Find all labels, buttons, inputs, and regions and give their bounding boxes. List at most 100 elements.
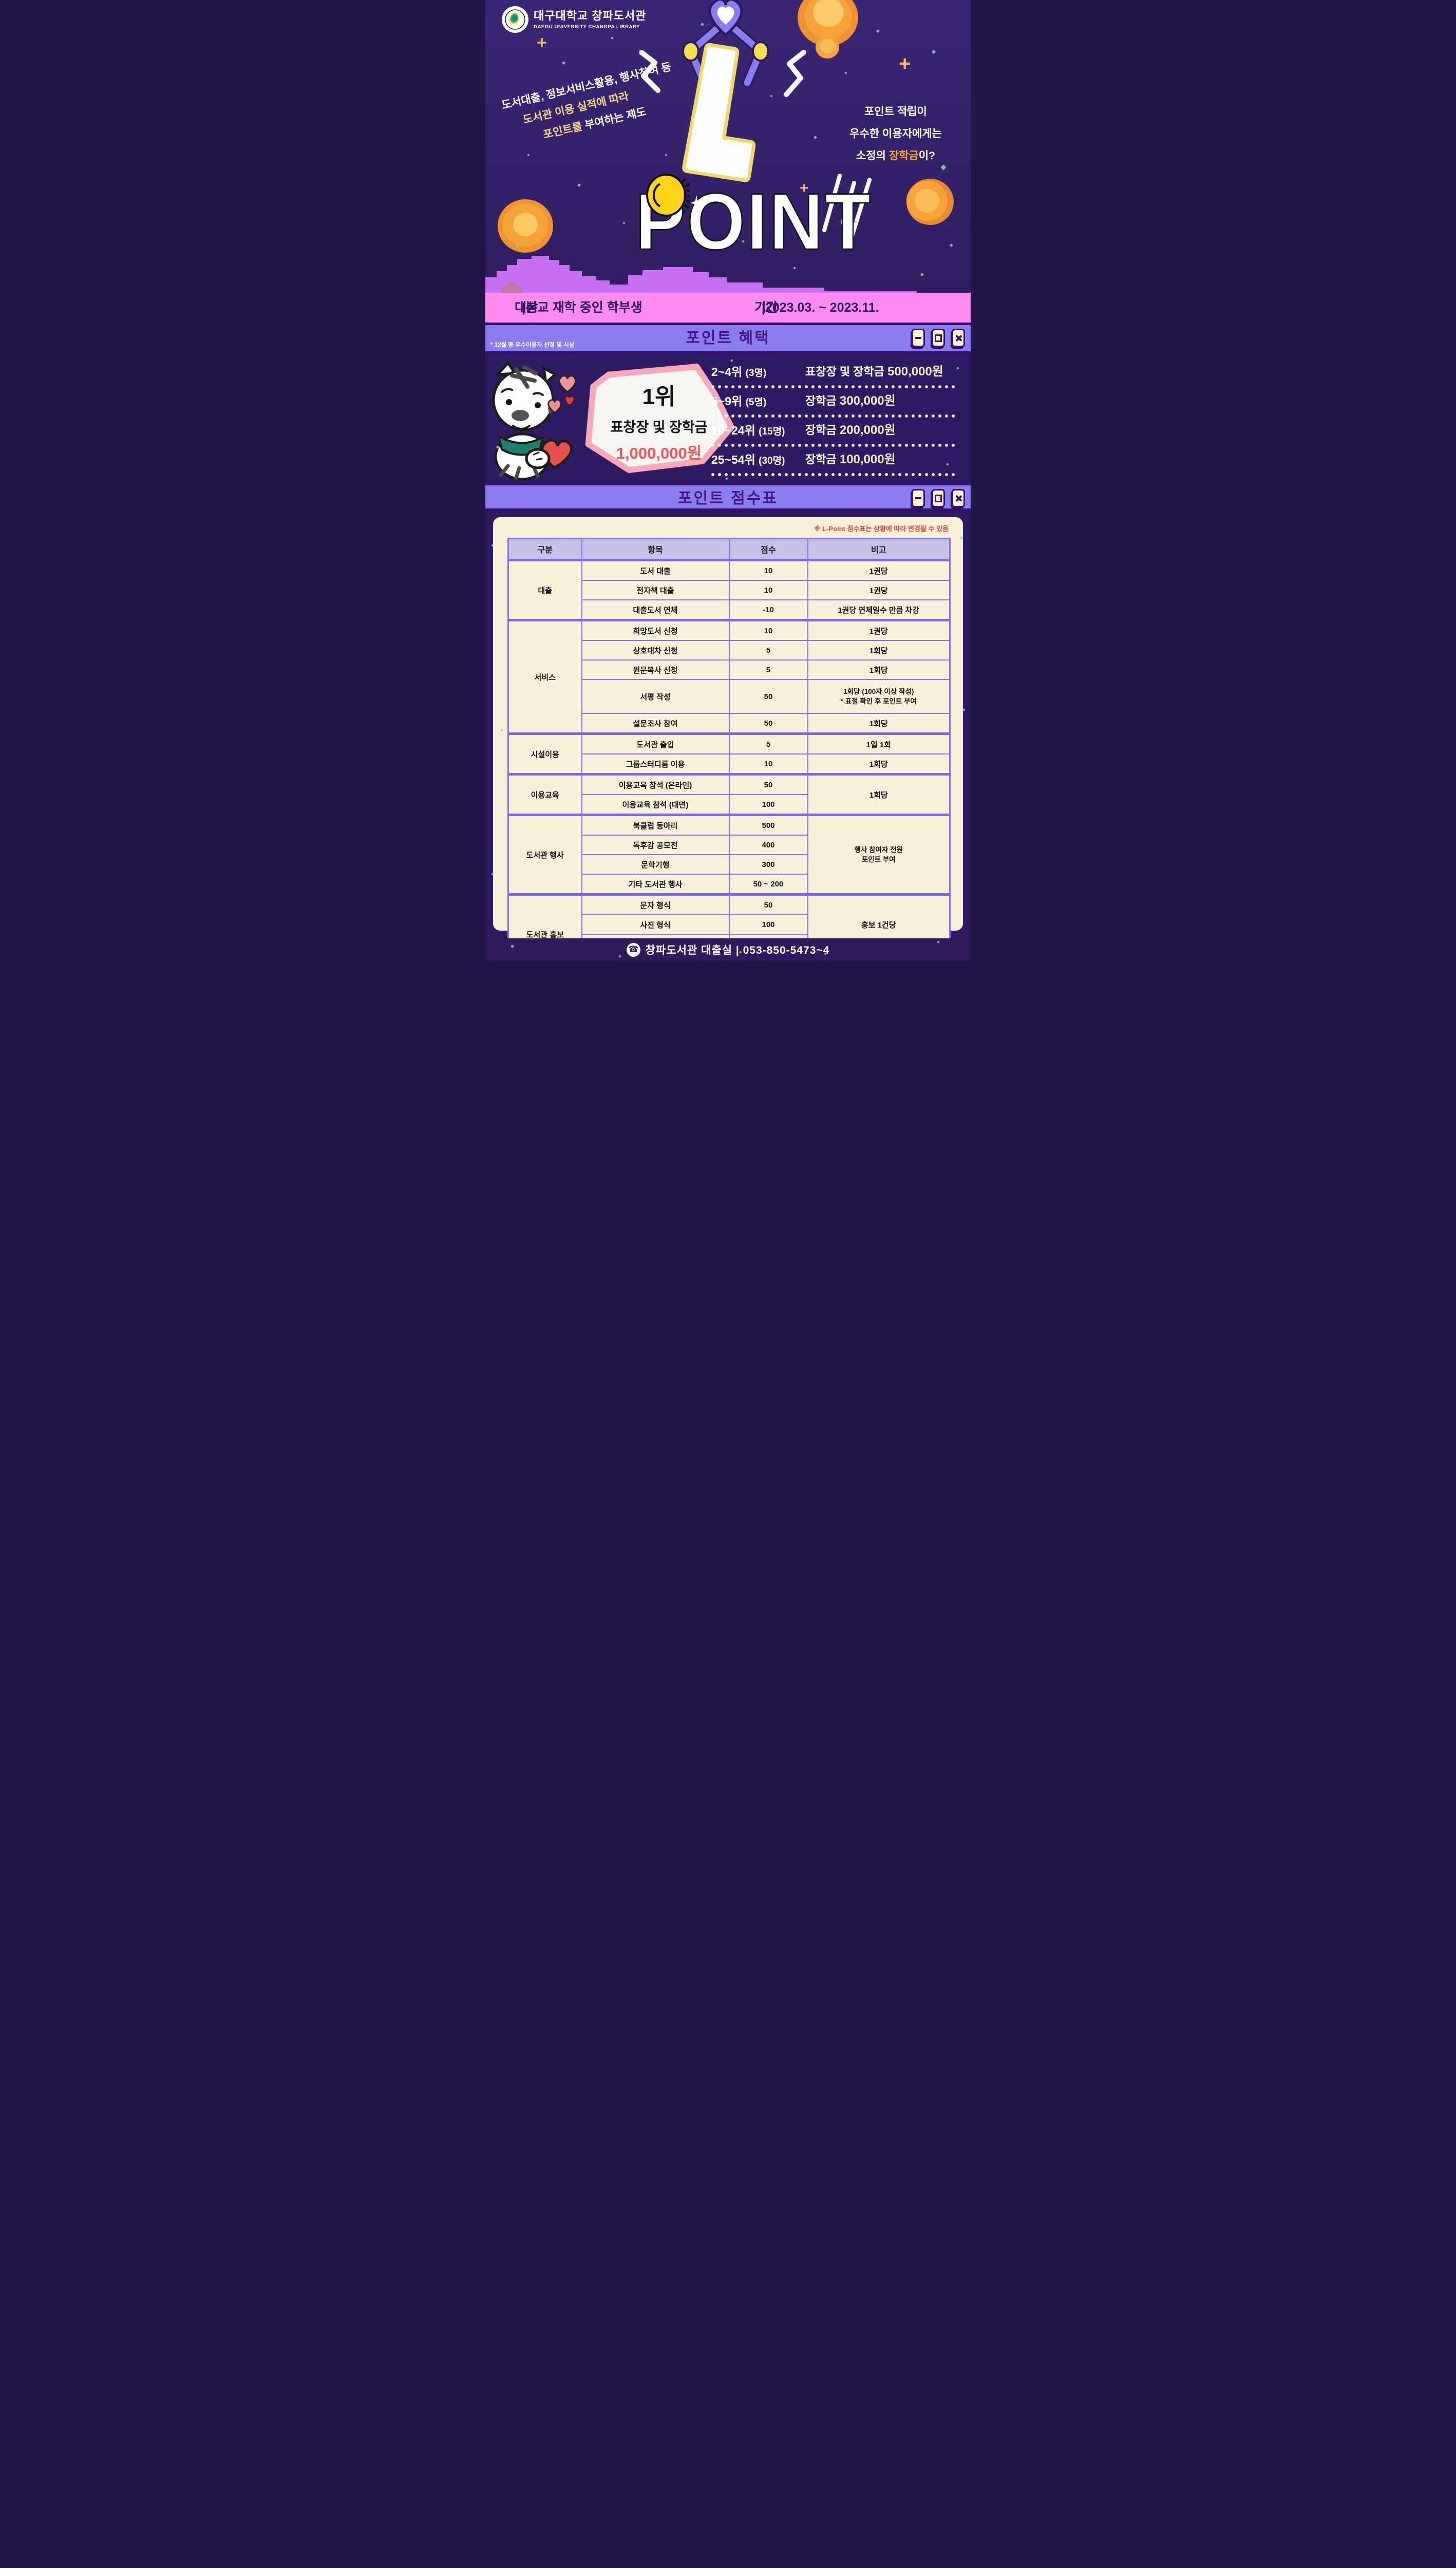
library-logo: 대구대학교 창파도서관 DAEGU UNIVERSITY CHANGPA LIB… bbox=[502, 6, 647, 33]
benefit-title: 포인트 혜택 bbox=[686, 330, 770, 347]
score-cell: 5 bbox=[728, 659, 808, 680]
group-cell: 서비스 bbox=[507, 619, 582, 734]
maximize-icon bbox=[935, 494, 942, 502]
item-cell: 전자책 대출 bbox=[581, 580, 730, 600]
item-cell: 그룹스터디룸 이용 bbox=[581, 753, 730, 775]
prize-count: (15명) bbox=[759, 426, 785, 437]
score-cell: 300 bbox=[728, 854, 808, 875]
close-button[interactable] bbox=[952, 489, 965, 507]
remark-cell: 1회당 bbox=[807, 773, 951, 816]
table-row: 상호대차 신청 5 1회당 bbox=[508, 640, 951, 660]
remark-cell: 1권당 bbox=[807, 559, 951, 581]
remark-cell: 1회당 bbox=[807, 659, 951, 680]
group-cell: 도서관 행사 bbox=[507, 814, 582, 895]
minimize-button[interactable] bbox=[912, 329, 925, 347]
minimize-icon bbox=[915, 337, 921, 339]
score-cell: 10 bbox=[728, 559, 808, 581]
table-row: 시설이용 도서관 출입 5 1일 1회 bbox=[507, 732, 951, 775]
item-cell: 사진 형식 bbox=[581, 914, 730, 935]
prize-rank: 5~9위 (5명) bbox=[711, 394, 767, 408]
bubble-shape bbox=[585, 364, 735, 474]
logo-subtitle: DAEGU UNIVERSITY CHANGPA LIBRARY bbox=[534, 24, 640, 30]
prize-row: 10~24위 (15명) 장학금 200,000원 bbox=[711, 418, 957, 447]
divider bbox=[485, 508, 971, 511]
close-icon bbox=[955, 495, 962, 502]
prize-count: (30명) bbox=[759, 456, 785, 466]
teaser-line2: 우수한 이용자에게는 bbox=[849, 128, 942, 140]
prize-row: 25~54위 (30명) 장학금 100,000원 bbox=[711, 447, 957, 476]
benefit-section: 1위 표창장 및 장학금 1,000,000원 2~4위 (3명) 표창장 및 장… bbox=[485, 354, 971, 483]
period-info: 기간 | 2023.03. ~ 2023.11. bbox=[754, 300, 879, 315]
prize-value: 장학금 100,000원 bbox=[805, 452, 896, 466]
prize-list: 2~4위 (3명) 표창장 및 장학금 500,000원 5~9위 (5명) 장학금 … bbox=[711, 359, 957, 476]
item-cell: 도서 대출 bbox=[581, 559, 730, 581]
maximize-button[interactable] bbox=[932, 329, 945, 347]
table-row: 이용교육 참석 (대면) 100 bbox=[508, 794, 950, 816]
window-controls bbox=[912, 489, 965, 507]
group-cell: 이용교육 bbox=[507, 773, 582, 816]
table-row: 대출 도서 대출 10 1권당 bbox=[507, 559, 951, 621]
teaser-text: 포인트 적립이 우수한 이용자에게는 소정의 장학금이? bbox=[839, 101, 953, 167]
minimize-button[interactable] bbox=[912, 489, 925, 507]
score-cell: 5 bbox=[728, 732, 808, 754]
item-cell: 독후감 공모전 bbox=[581, 835, 730, 855]
column-header: 비고 bbox=[807, 538, 951, 561]
dotted-divider bbox=[711, 414, 957, 418]
teaser-line3: 소정의 장학금이? bbox=[839, 145, 953, 167]
pixel-mountains bbox=[485, 256, 940, 294]
hero-section: 대구대학교 창파도서관 DAEGU UNIVERSITY CHANGPA LIB… bbox=[485, 0, 971, 294]
group-cell: 시설이용 bbox=[507, 732, 582, 775]
close-button[interactable] bbox=[952, 329, 965, 347]
column-header: 구분 bbox=[507, 538, 582, 561]
teaser-line3-post: 이? bbox=[918, 150, 935, 162]
speed-lines-icon bbox=[822, 174, 872, 238]
item-cell: 원문복사 신청 bbox=[581, 659, 730, 680]
item-cell: 기타 도서관 행사 bbox=[581, 874, 730, 895]
info-bar: 대상 | 본교 재학 중인 학부생 기간 | 2023.03. ~ 2023.1… bbox=[485, 293, 971, 323]
score-section: ※ L-Point 점수표는 상황에 따라 변경될 수 있음 구분 항목 점수 비고 … bbox=[485, 511, 971, 961]
prize-value: 표창장 및 장학금 500,000원 bbox=[805, 365, 943, 379]
coin-icon bbox=[816, 36, 839, 59]
table-row: 이용교육 이용교육 참석 (온라인) 50 1회당 bbox=[507, 773, 951, 816]
teaser-line3-accent: 장학금 bbox=[888, 150, 919, 162]
remark-cell: 1회당 bbox=[807, 640, 951, 660]
first-prize: 표창장 및 장학금 bbox=[610, 419, 708, 435]
benefit-header: 포인트 혜택 * 12월 중 우수이용자 선정 및 시상 bbox=[485, 325, 971, 351]
heart-icon bbox=[558, 374, 577, 393]
dotted-divider bbox=[711, 444, 957, 447]
remark-cell: 행사 참여자 전원 포인트 부여 bbox=[807, 814, 951, 895]
prize-amount: 300,000원 bbox=[839, 394, 896, 408]
footer: ☎ 창파도서관 대출실 | 053-850-5473~4 bbox=[485, 938, 971, 961]
score-cell: 50 bbox=[728, 893, 808, 915]
first-amount: 1,000,000원 bbox=[616, 444, 702, 462]
table-row: 서비스 희망도서 신청 10 1권당 bbox=[507, 619, 951, 734]
remark-cell: 1권당 bbox=[807, 580, 951, 600]
item-cell: 이용교육 참석 (대면) bbox=[581, 794, 730, 816]
table-row: 설문조사 참여 50 1회당 bbox=[508, 713, 951, 734]
score-cell: 10 bbox=[728, 580, 808, 600]
prize-row: 5~9위 (5명) 장학금 300,000원 bbox=[711, 388, 957, 418]
prize-rank: 2~4위 (3명) bbox=[711, 365, 767, 379]
table-row: 문학기행 300 bbox=[508, 854, 950, 875]
first-place-bubble: 1위 표창장 및 장학금 1,000,000원 bbox=[581, 364, 735, 476]
university-seal-icon bbox=[502, 6, 528, 33]
score-cell: 500 bbox=[728, 814, 808, 836]
heart-icon bbox=[547, 399, 562, 413]
score-table: 구분 항목 점수 비고 대출 도서 대출 10 1권당 전자책 대출 10 1권당 대출도서 연체 -… bbox=[507, 538, 951, 961]
score-cell: 100 bbox=[728, 794, 808, 816]
divider bbox=[485, 323, 971, 325]
table-row: 사진 형식 100 bbox=[508, 914, 950, 935]
coin-icon bbox=[498, 199, 553, 253]
tiger-mascot bbox=[492, 361, 573, 481]
score-cell: 5 bbox=[728, 640, 808, 660]
remark-cell: 1회당 bbox=[807, 753, 951, 775]
score-cell: -10 bbox=[728, 599, 808, 621]
score-cell: 50 bbox=[728, 679, 808, 714]
table-row: 그룹스터디룸 이용 10 1회당 bbox=[508, 753, 951, 775]
score-cell: 10 bbox=[728, 753, 808, 775]
maximize-button[interactable] bbox=[932, 489, 945, 507]
minimize-icon bbox=[915, 497, 921, 499]
table-row: 전자책 대출 10 1권당 bbox=[508, 580, 951, 600]
item-cell: 설문조사 참여 bbox=[581, 713, 730, 734]
target-info: 대상 | 본교 재학 중인 학부생 bbox=[515, 300, 642, 315]
